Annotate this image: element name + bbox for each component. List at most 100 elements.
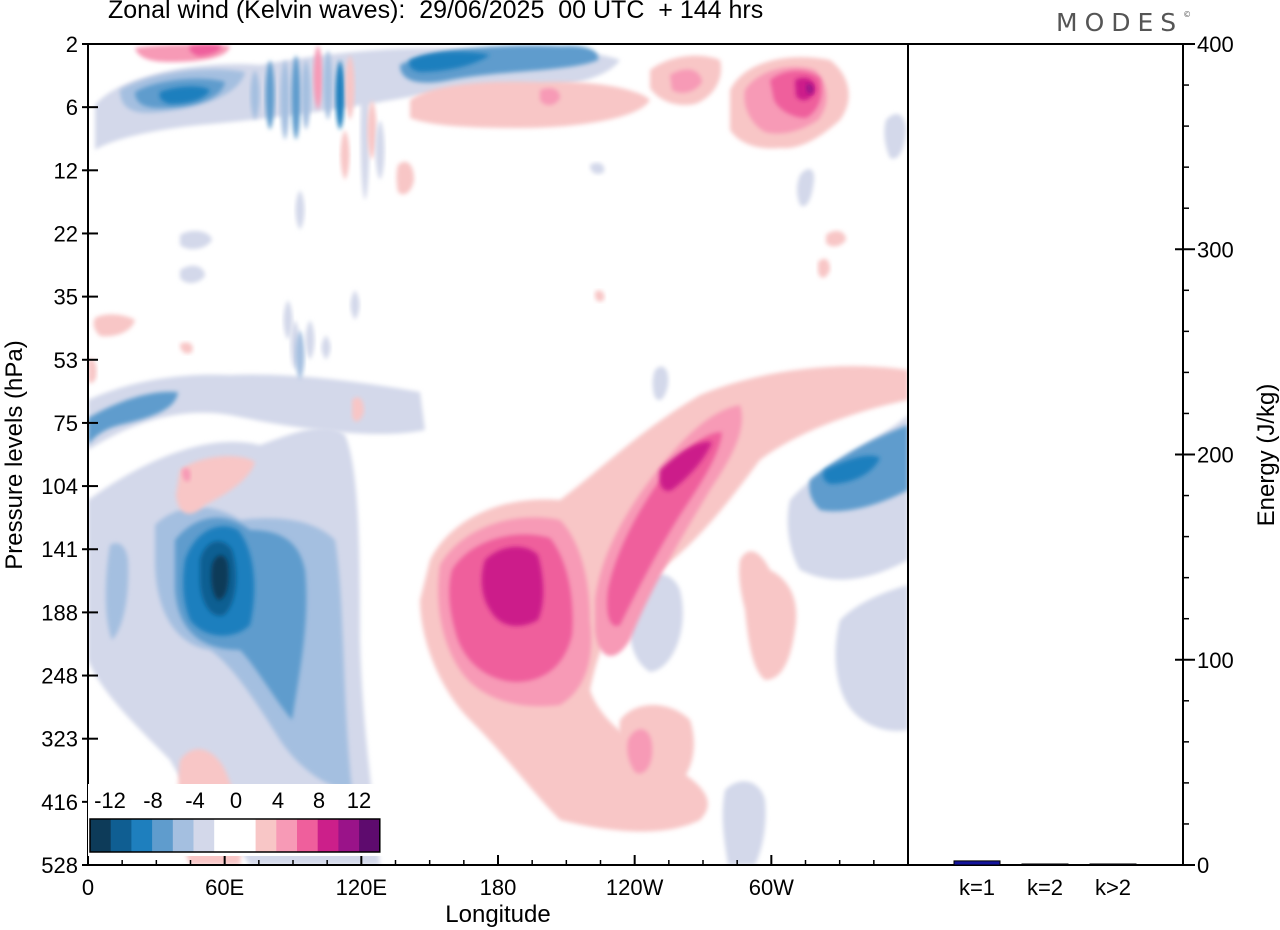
contour-pos-blob-7 [180, 342, 193, 354]
energy-bar-label: k=2 [1027, 875, 1063, 900]
colorbar-swatch [131, 819, 153, 852]
colorbar-swatch [317, 819, 339, 852]
y-tick-label: 104 [41, 474, 78, 499]
contour-stripe [313, 45, 323, 110]
colorbar-swatch [90, 819, 112, 852]
colorbar-label: -4 [185, 788, 205, 813]
y-tick-label: 12 [54, 158, 78, 183]
energy-tick-label: 200 [1197, 443, 1234, 468]
chart-title: Zonal wind (Kelvin waves): 29/06/2025 00… [108, 0, 764, 24]
contour-field [88, 44, 908, 865]
colorbar-label: 12 [347, 788, 371, 813]
contour-pos-top-mid-core [670, 69, 702, 93]
contour-neg-bottom [722, 781, 766, 865]
colorbar-swatch [193, 819, 215, 852]
energy-bar [1089, 863, 1137, 866]
contour-pos-53 [93, 314, 135, 337]
x-tick-label: 120E [336, 875, 387, 900]
contour-pos-blob-5 [594, 290, 605, 302]
brand-mark: © [1183, 10, 1192, 19]
contour-stripe [295, 190, 305, 230]
y-tick-label: 35 [54, 285, 78, 310]
colorbar-swatch [297, 819, 319, 852]
contour-pos-blob-4 [352, 397, 364, 422]
energy-tick-label: 400 [1197, 32, 1234, 57]
contour-stripe [350, 290, 360, 320]
colorbar-label: 4 [272, 788, 284, 813]
contour-stripe [291, 55, 301, 140]
colorbar-label: 8 [313, 788, 325, 813]
y-tick-label: 248 [41, 664, 78, 689]
y-tick-label: 2 [66, 32, 78, 57]
contour-stripe [295, 330, 305, 380]
contour-neg-east-core [823, 455, 880, 484]
contour-stripe [323, 50, 333, 120]
contour-neg-blob-1 [180, 230, 212, 250]
y-tick-label: 22 [54, 221, 78, 246]
colorbar-label: 0 [230, 788, 242, 813]
contour-neg-band-75-core [88, 391, 178, 445]
contour-pos-diag-1 [607, 432, 722, 626]
energy-bars: k=1 k=2 k>2 [953, 860, 1137, 900]
contour-pos-top-left-core [189, 44, 222, 56]
contour-pos-104-core [182, 468, 191, 482]
contour-pos-blob-2 [826, 230, 846, 247]
y-tick-label: 323 [41, 727, 78, 752]
contour-neg-blob-6 [884, 114, 906, 159]
y-tick-label: 53 [54, 348, 78, 373]
energy-axis-title: Energy (J/kg) [1253, 384, 1280, 527]
contour-neg-top-right-core [409, 51, 490, 72]
contour-pos-west-blob [739, 551, 797, 680]
contour-pos-main-outer [420, 366, 908, 832]
energy-tick-label: 0 [1197, 853, 1209, 878]
contour-pos-blob-3 [818, 258, 830, 278]
y-axis-title: Pressure levels (hPa) [1, 340, 28, 569]
energy-bar-label: k=1 [959, 875, 995, 900]
contour-pos-104 [176, 456, 255, 514]
contour-pos-blob-1 [396, 161, 414, 195]
contour-neg-top-core-2 [159, 86, 210, 104]
contour-neg-blob-4 [590, 162, 605, 174]
contour-pos-blob-6 [88, 358, 97, 384]
y-tick-label: 188 [41, 600, 78, 625]
y-tick-label: 416 [41, 790, 78, 815]
colorbar-label: -12 [94, 788, 126, 813]
y-tick-label: 528 [41, 853, 78, 878]
contour-neg-blob-2 [180, 265, 205, 284]
contour-pos-diag-core [659, 441, 712, 491]
colorbar-legend: -12 -8 -4 0 4 8 12 [88, 784, 384, 856]
contour-pos-lower-core [627, 729, 653, 774]
colorbar-swatch [359, 819, 381, 852]
x-tick-label: 0 [82, 875, 94, 900]
colorbar-swatch [276, 819, 298, 852]
contour-stripe [250, 70, 260, 120]
colorbar-swatch [110, 819, 132, 852]
colorbar-swatch [172, 819, 194, 852]
contour-stripe [321, 335, 331, 360]
x-axis-title: Longitude [445, 901, 550, 928]
contour-neg-far-east [835, 585, 908, 731]
energy-axis: 0 100 200 300 400 [1175, 32, 1234, 878]
colorbar-swatch [214, 819, 236, 852]
contour-stripe [305, 320, 315, 360]
contour-neg-blob-3 [797, 168, 815, 207]
contour-stripe [301, 60, 311, 130]
energy-bar-label: k>2 [1095, 875, 1131, 900]
contour-stripe [335, 60, 345, 130]
contour-stripe [345, 55, 355, 120]
colorbar-swatch [234, 819, 257, 852]
brand-logo: MODES© [1056, 8, 1191, 37]
pressure-axis: 2 6 12 22 35 53 75 104 141 188 248 323 416 528 [41, 32, 98, 878]
contour-neg-blob-5 [652, 366, 669, 401]
contour-stripe [360, 60, 370, 200]
colorbar-swatch [152, 819, 174, 852]
contour-neg-core-dark [211, 555, 229, 600]
brand-text: MODES [1056, 8, 1184, 37]
contour-stripe [283, 300, 293, 340]
longitude-axis: 0 60E 120E 180 120W 60W [82, 855, 875, 900]
energy-bar [1021, 863, 1069, 866]
colorbar-label: -8 [143, 788, 163, 813]
energy-tick-label: 300 [1197, 237, 1234, 262]
energy-panel-frame [907, 43, 1184, 866]
